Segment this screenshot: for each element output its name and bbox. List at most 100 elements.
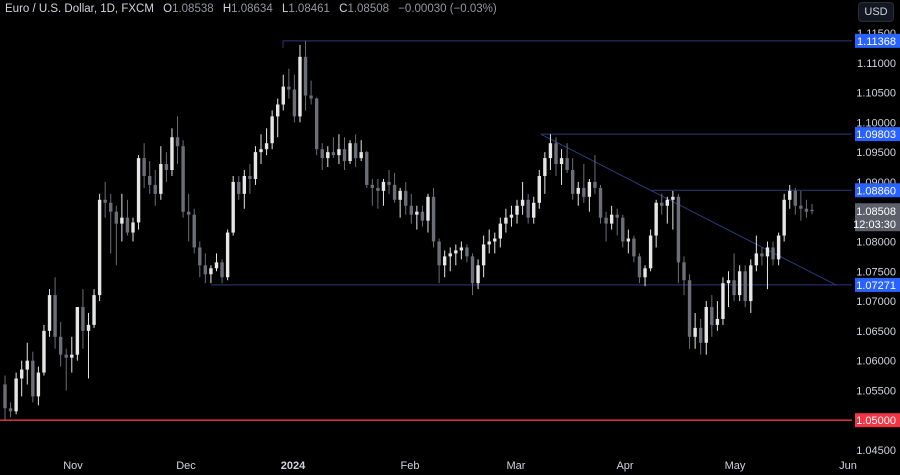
time-axis[interactable]: Nov Dec 2024 Feb Mar Apr May Jun: [63, 460, 857, 472]
candle: [136, 155, 141, 230]
candle: [142, 143, 146, 188]
candle: [276, 98, 280, 138]
candle: [715, 301, 720, 331]
candle: [515, 199, 519, 224]
currency-button[interactable]: USD: [858, 2, 894, 22]
candle-body: [570, 170, 575, 194]
candle: [632, 235, 636, 263]
candle-body: [365, 152, 369, 185]
candle: [409, 193, 413, 224]
candle-body: [70, 354, 74, 358]
candle-body: [309, 95, 313, 99]
candle-body: [276, 104, 280, 117]
candle-body: [103, 199, 107, 203]
candle-body: [97, 199, 102, 296]
candle: [259, 134, 263, 165]
candle-body: [559, 158, 564, 165]
candle: [431, 187, 436, 248]
low-label: L: [281, 3, 289, 15]
candle: [365, 150, 369, 188]
candle: [737, 265, 742, 302]
candle: [598, 184, 603, 224]
candle-body: [437, 241, 441, 266]
candle: [648, 229, 653, 272]
level-tag-1.05000: 1.05000: [855, 413, 900, 428]
candle-body: [8, 408, 13, 412]
last-price-text: 1.08508: [856, 206, 896, 218]
candle: [554, 137, 558, 176]
candle: [671, 190, 675, 230]
candle-body: [42, 330, 46, 373]
candle-body: [509, 214, 514, 218]
candle-body: [392, 184, 397, 200]
candle: [19, 360, 24, 397]
level-tag-bg: [855, 277, 900, 292]
candle: [25, 342, 29, 385]
candle-body: [53, 295, 57, 337]
candle: [109, 193, 113, 254]
candle: [415, 205, 419, 230]
candle: [782, 193, 786, 242]
candle-body: [487, 241, 491, 245]
candle-body: [109, 202, 113, 212]
time-tick: Jun: [839, 460, 857, 472]
candle: [292, 74, 297, 123]
candle: [376, 178, 380, 209]
candle-body: [448, 253, 452, 257]
candle-body: [320, 149, 324, 159]
candle-body: [409, 205, 413, 215]
candle-body: [537, 175, 541, 203]
candle-body: [404, 190, 408, 206]
candle-body: [125, 217, 130, 233]
price-axis[interactable]: 1.115001.110001.105001.100001.095001.090…: [856, 28, 896, 457]
level-tag-1.08860: 1.08860: [855, 183, 900, 198]
candle-body: [253, 152, 258, 179]
price-tick: 1.10500: [856, 88, 896, 100]
candle-body: [370, 184, 375, 188]
close-value: 1.08508: [347, 3, 390, 15]
candle-body: [287, 86, 291, 90]
candle-body: [654, 202, 658, 236]
candle-body: [587, 181, 592, 197]
candle-body: [148, 175, 152, 185]
candle: [298, 44, 302, 123]
candle: [36, 366, 41, 406]
candle-body: [175, 137, 180, 147]
candle: [53, 277, 57, 349]
candle: [721, 277, 725, 325]
candle-body: [120, 217, 124, 224]
candle-body: [604, 217, 608, 224]
time-tick: Nov: [63, 460, 83, 472]
candle-body: [548, 143, 553, 159]
candle: [392, 172, 397, 203]
candle-body: [159, 164, 163, 194]
candle-body: [621, 217, 625, 242]
candle: [532, 196, 536, 224]
candle: [70, 336, 74, 373]
candle: [754, 235, 759, 272]
candle-body: [81, 307, 85, 331]
candle: [398, 187, 402, 218]
low-value: 1.08461: [288, 3, 330, 15]
candle: [543, 152, 547, 194]
candle: [448, 247, 452, 272]
candle-body: [426, 196, 430, 221]
candle: [231, 175, 235, 236]
candle: [31, 351, 35, 403]
candle-body: [86, 324, 91, 331]
candle-body: [92, 295, 96, 325]
candle-body: [520, 199, 525, 206]
candle: [698, 318, 703, 355]
candle-body: [788, 190, 792, 200]
candle-body: [749, 265, 753, 302]
candle: [264, 128, 269, 156]
candle: [676, 193, 681, 284]
candle: [387, 170, 391, 194]
candle: [120, 193, 124, 242]
candle-body: [776, 235, 781, 260]
candle-body: [760, 253, 764, 257]
level-tag-text: 1.09803: [856, 129, 896, 141]
candle: [225, 229, 230, 281]
candle: [159, 146, 163, 200]
